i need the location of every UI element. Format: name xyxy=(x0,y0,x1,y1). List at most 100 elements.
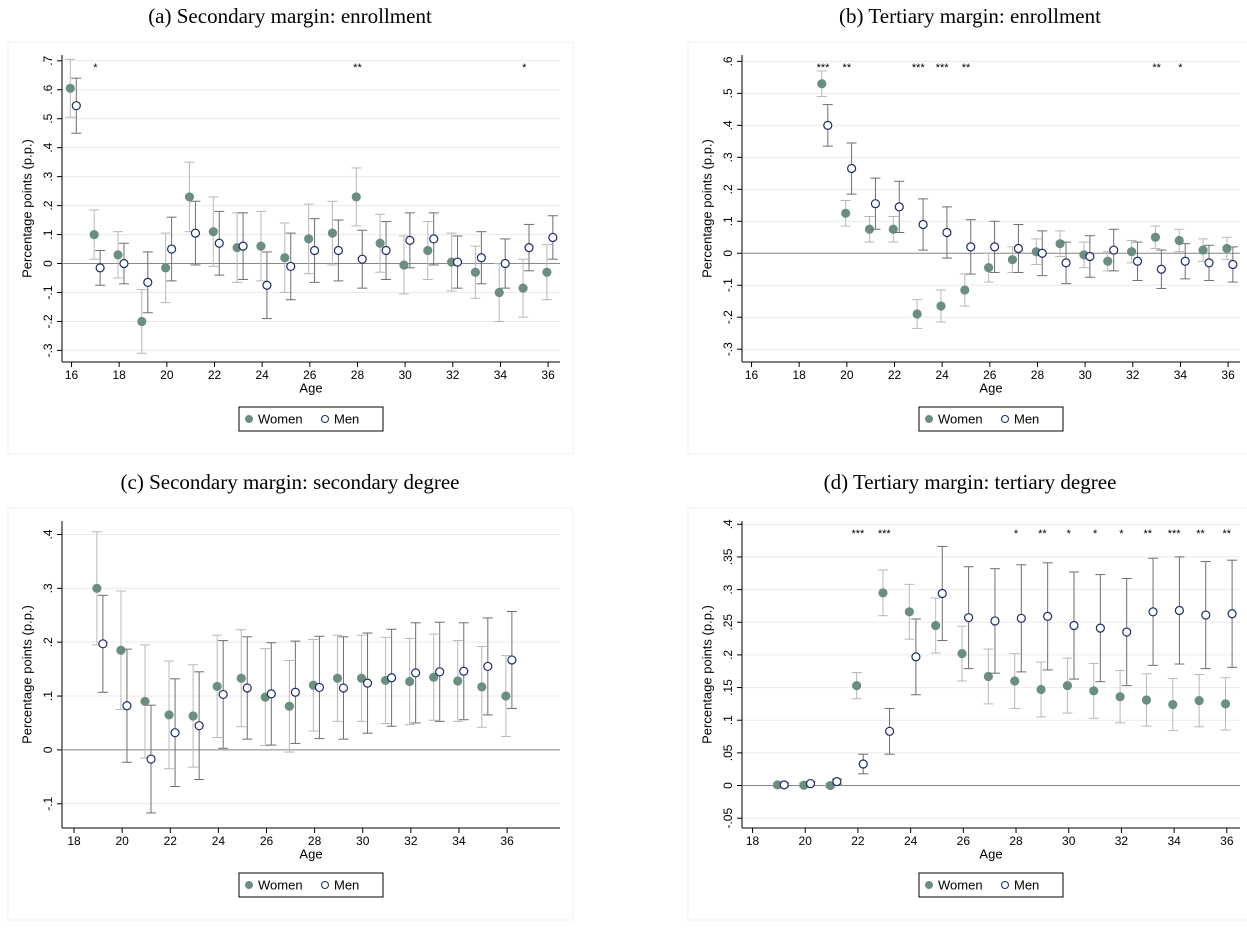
point xyxy=(1198,245,1208,255)
point xyxy=(435,667,445,677)
point xyxy=(500,258,510,269)
point xyxy=(984,263,994,273)
significance-stars: *** xyxy=(912,62,926,74)
x-tick-label: 28 xyxy=(1009,834,1023,848)
x-tick-label: 24 xyxy=(212,834,226,848)
point xyxy=(356,673,367,683)
legend-label: Men xyxy=(1014,411,1039,426)
point xyxy=(194,721,204,731)
point xyxy=(911,652,921,662)
point xyxy=(870,199,881,209)
point xyxy=(1016,613,1026,623)
point xyxy=(119,258,129,269)
y-tick-label: .5 xyxy=(41,113,55,123)
point xyxy=(507,655,517,665)
y-tick-label: .2 xyxy=(41,200,55,210)
point xyxy=(983,671,993,682)
point xyxy=(936,301,946,311)
y-tick-label: .4 xyxy=(41,142,55,152)
x-tick-label: 20 xyxy=(115,834,129,848)
point xyxy=(170,728,180,738)
x-tick-label: 34 xyxy=(452,834,466,848)
point xyxy=(399,260,409,270)
y-tick-label: .35 xyxy=(721,548,735,565)
point xyxy=(1122,627,1132,637)
point xyxy=(1089,686,1099,696)
legend: Women Men xyxy=(918,872,1064,898)
panel-title: (d) Tertiary margin: tertiary degree xyxy=(824,470,1117,494)
point xyxy=(989,242,1000,252)
legend-label: Men xyxy=(334,411,359,426)
x-tick-label: 20 xyxy=(799,834,813,848)
point xyxy=(1228,259,1238,270)
x-tick-label: 20 xyxy=(160,368,174,382)
significance-stars: *** xyxy=(852,528,866,540)
point xyxy=(1194,696,1204,706)
x-tick-label: 30 xyxy=(1062,834,1076,848)
x-tick-label: 34 xyxy=(1167,834,1181,848)
panel-title: (b) Tertiary margin: enrollment xyxy=(839,4,1101,28)
y-axis-title: Percentage points (p.p.) xyxy=(19,139,34,278)
point xyxy=(184,192,195,202)
legend-label: Women xyxy=(258,411,303,426)
point xyxy=(858,759,868,769)
point xyxy=(386,673,397,683)
point xyxy=(357,254,367,264)
point xyxy=(218,689,228,700)
legend-box xyxy=(238,872,384,898)
point xyxy=(1222,243,1232,254)
point xyxy=(878,588,888,598)
legend-box xyxy=(238,406,384,432)
x-tick-label: 34 xyxy=(1174,368,1188,382)
significance-stars: ** xyxy=(1152,62,1161,74)
point xyxy=(1061,258,1071,268)
y-tick-label: .05 xyxy=(721,744,735,761)
significance-stars: * xyxy=(522,62,527,74)
y-tick-label: .1 xyxy=(721,715,735,725)
x-tick-label: 22 xyxy=(851,834,865,848)
point xyxy=(423,245,433,256)
x-tick-label: 30 xyxy=(398,368,412,382)
point xyxy=(825,780,835,791)
legend-marker xyxy=(925,881,933,889)
point xyxy=(137,316,147,327)
point xyxy=(832,777,842,787)
point xyxy=(190,228,201,238)
point xyxy=(1103,256,1113,266)
panel-title: (a) Secondary margin: enrollment xyxy=(148,4,432,28)
point xyxy=(1055,239,1065,249)
significance-stars: *** xyxy=(1168,528,1182,540)
plot-region xyxy=(7,507,574,921)
point xyxy=(309,245,320,256)
point xyxy=(116,645,126,655)
x-tick-label: 26 xyxy=(303,368,317,382)
x-axis-title: Age xyxy=(299,846,322,861)
point xyxy=(817,79,827,89)
y-tick-label: -.1 xyxy=(41,796,55,810)
x-tick-label: 20 xyxy=(840,368,854,382)
point xyxy=(1037,248,1047,258)
point xyxy=(524,242,534,253)
x-axis-title: Age xyxy=(979,846,1002,861)
point xyxy=(89,229,99,240)
panel: (b) Tertiary margin: enrollment -.3 -.2 -.1… xyxy=(687,4,1247,455)
point xyxy=(284,701,294,711)
plot-region xyxy=(687,507,1247,921)
point xyxy=(912,309,922,319)
y-tick-label: .1 xyxy=(41,229,55,239)
y-tick-label: .3 xyxy=(721,584,735,594)
point xyxy=(459,666,469,676)
y-tick-label: .6 xyxy=(41,84,55,94)
point xyxy=(98,639,108,649)
point xyxy=(964,613,974,623)
point xyxy=(957,648,967,659)
significance-stars: *** xyxy=(817,62,831,74)
x-tick-label: 32 xyxy=(404,834,418,848)
point xyxy=(351,192,361,202)
y-tick-label: .3 xyxy=(41,583,55,593)
y-tick-label: .1 xyxy=(721,216,735,226)
legend-marker xyxy=(925,415,933,423)
y-tick-label: .7 xyxy=(41,55,55,65)
point xyxy=(92,583,102,593)
x-tick-label: 18 xyxy=(746,834,760,848)
